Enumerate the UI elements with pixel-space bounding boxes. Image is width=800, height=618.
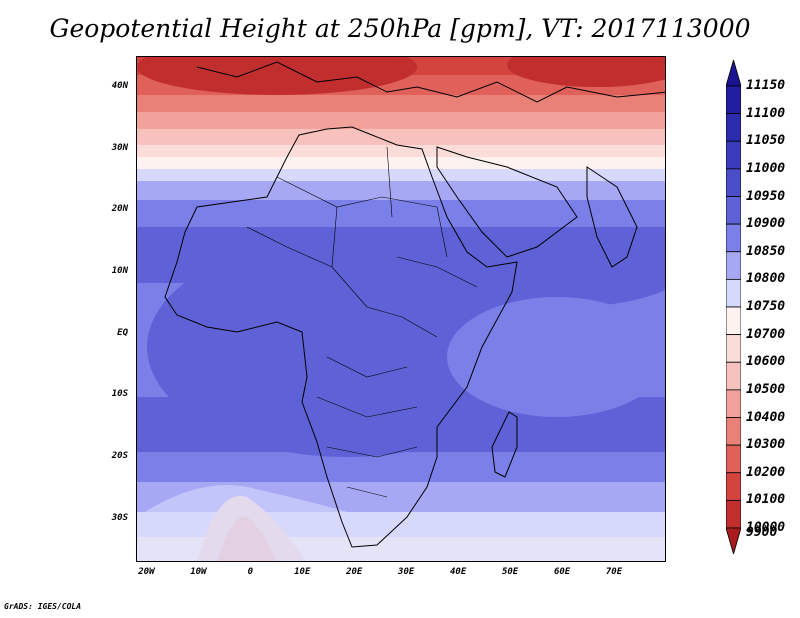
colorbar-level-label: 11050 (746, 133, 786, 149)
colorbar-level-label: 10850 (746, 243, 786, 259)
colorbar-level-label: 10400 (746, 409, 786, 425)
core-10900-east (447, 227, 665, 307)
lon-tick-label: 30E (398, 567, 415, 577)
lat-tick-label: 30S (111, 512, 128, 523)
colorbar-level-label: 10800 (746, 271, 786, 287)
lat-tick-label: 20S (111, 451, 128, 462)
colorbar-level-label: 11100 (746, 105, 786, 121)
colorbar-swatch (726, 85, 741, 115)
lon-tick-label: 50E (501, 567, 519, 577)
colorbar-swatch (726, 168, 741, 197)
colorbar (726, 60, 741, 554)
lon-tick-label: 60E (553, 567, 571, 577)
colorbar-swatch (726, 306, 741, 336)
colorbar-bottom-arrow (726, 527, 741, 554)
africa-coastline (164, 126, 518, 548)
band-10850-south (137, 452, 665, 487)
colorbar-swatch (726, 113, 741, 142)
colorbar-level-label: 10900 (746, 216, 786, 232)
coastlines (164, 61, 665, 548)
lon-tick-label: 0 (247, 567, 254, 577)
map-plot-area (136, 56, 666, 562)
colorbar-swatch (726, 140, 741, 170)
band-10800 (137, 181, 665, 203)
colorbar-level-label: 10700 (746, 326, 786, 342)
colorbar-swatch (726, 472, 741, 501)
south-bend (137, 485, 665, 561)
colorbar-level-label: 10100 (746, 492, 786, 508)
lon-tick-label: 20W (138, 567, 155, 577)
colorbar-swatch (726, 334, 741, 363)
colorbar-level-label: 10750 (746, 299, 786, 314)
colorbar-swatch (726, 361, 741, 391)
country-borders (246, 146, 478, 498)
colorbar-level-label: 10300 (746, 437, 786, 453)
colorbar-top-arrow (726, 60, 741, 87)
colorbar-swatch (726, 389, 741, 418)
core-10950 (147, 237, 547, 457)
band-10750 (137, 169, 665, 183)
colorbar-level-label: 10600 (746, 354, 786, 370)
colorbar-level-label: 11000 (746, 160, 786, 176)
lat-tick-label: 10S (111, 389, 128, 400)
india (586, 166, 638, 268)
north-low-west (137, 57, 417, 95)
colorbar-level-label: 11150 (746, 78, 786, 93)
lat-tick-label: 20N (111, 204, 128, 215)
map-title: Geopotential Height at 250hPa [gpm], VT:… (49, 14, 751, 43)
lon-tick-label: 40E (450, 567, 467, 577)
colorbar-swatch (726, 417, 741, 446)
lon-tick-label: 20E (346, 567, 363, 577)
credit-text: GrADS: IGES/COLA (4, 602, 82, 611)
lon-tick-label: 10W (190, 567, 207, 577)
lat-tick-label: EQ (117, 327, 128, 338)
colorbar-level-label: 9900 (746, 525, 778, 540)
madagascar (491, 411, 518, 478)
colorbar-level-label: 10200 (746, 464, 786, 480)
colorbar-swatch (726, 251, 741, 280)
colorbar-swatch (726, 444, 741, 474)
colorbar-level-label: 10500 (746, 381, 786, 397)
band-10700 (137, 157, 665, 172)
lon-tick-label: 70E (605, 567, 623, 577)
colorbar-swatch (726, 223, 741, 253)
band-10850 (137, 200, 665, 230)
lon-tick-label: 10E (294, 567, 311, 577)
colorbar-level-label: 10950 (746, 188, 786, 204)
map-canvas (137, 57, 665, 561)
north-low-east (507, 57, 665, 87)
lat-tick-label: 10N (111, 265, 128, 276)
colorbar-swatch (726, 499, 741, 529)
arabia (436, 146, 578, 258)
lat-tick-label: 30N (111, 142, 128, 153)
lat-tick-label: 40N (111, 80, 128, 91)
core-10850-east (447, 297, 665, 417)
colorbar-level-label: 10000 (746, 520, 786, 535)
europe-coast (196, 61, 665, 103)
colorbar-swatch (726, 196, 741, 225)
colorbar-swatch (726, 278, 741, 308)
